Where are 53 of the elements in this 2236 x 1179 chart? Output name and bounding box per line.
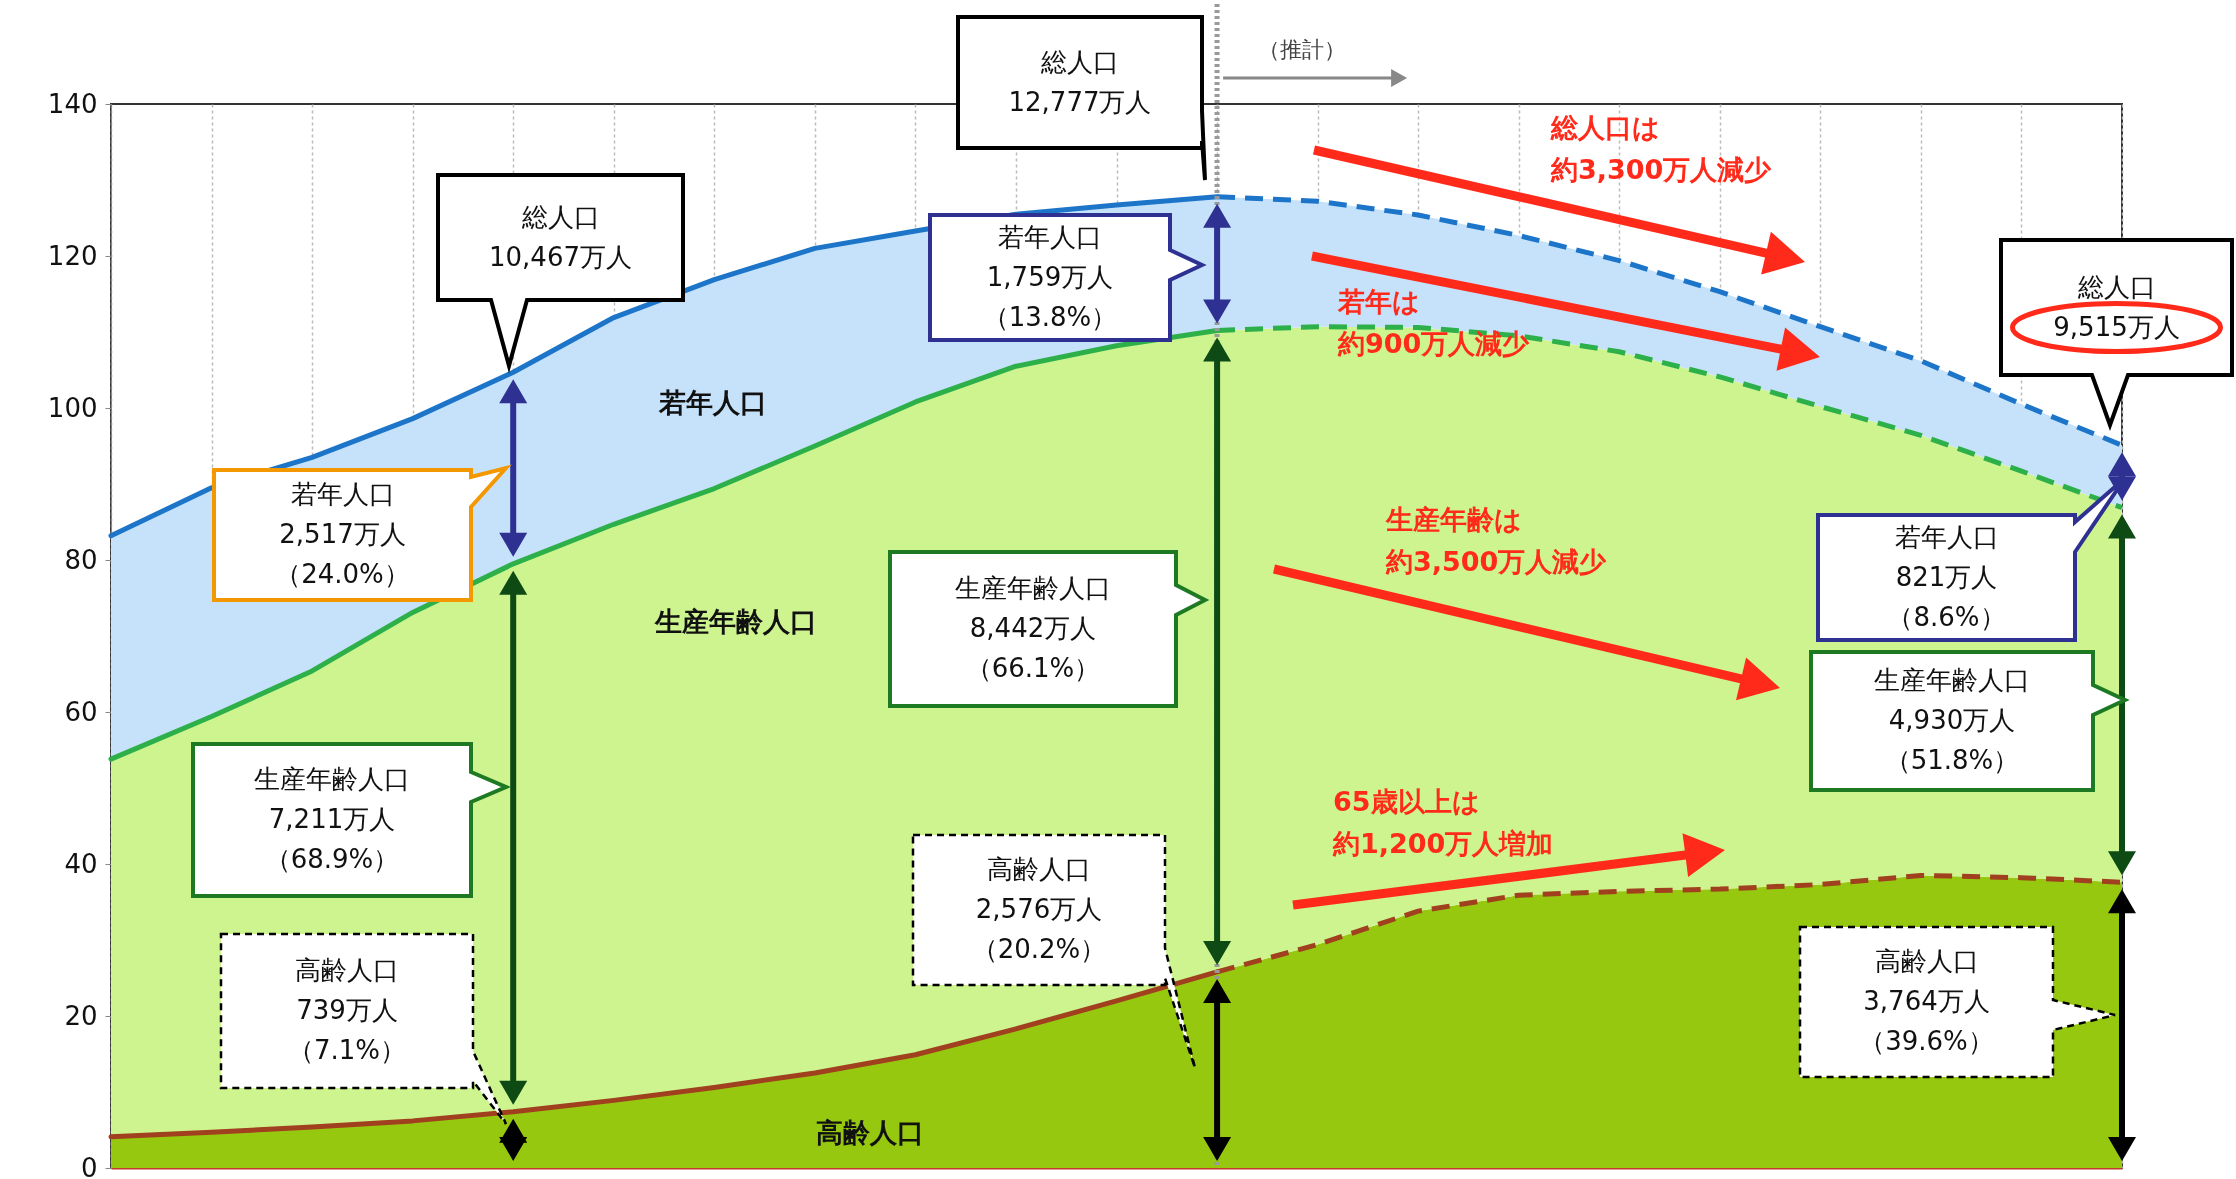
annotation: 821万人 xyxy=(1895,561,1998,592)
annotation: 1,759万人 xyxy=(986,261,1114,292)
annotation: 若年は xyxy=(1337,286,1420,317)
annotation: 3,764万人 xyxy=(1863,986,1990,1016)
annotation: 総人口 xyxy=(520,201,600,232)
y-tick-label: 40 xyxy=(64,848,98,879)
annotation: 生産年齢人口 xyxy=(1874,665,2030,695)
annotation: 若年人口 xyxy=(290,479,395,509)
annotation: 高齢人口 xyxy=(295,955,399,985)
annotation: （7.1%） xyxy=(287,1035,407,1065)
annotation: 7,211万人 xyxy=(268,804,396,834)
y-tick-label: 120 xyxy=(47,240,98,271)
annotation: 12,777万人 xyxy=(1008,86,1152,117)
annotation: （68.9%） xyxy=(264,844,400,874)
y-tick-label: 20 xyxy=(64,1000,98,1031)
series-label: 若年人口 xyxy=(658,387,767,418)
annotation: 2,517万人 xyxy=(279,519,406,549)
annotation: 約900万人減少 xyxy=(1337,328,1531,359)
annotation: 約3,500万人減少 xyxy=(1385,546,1608,577)
annotation: 総人口 xyxy=(2076,271,2156,302)
annotation: 4,930万人 xyxy=(1888,705,2016,735)
annotation: 10,467万人 xyxy=(489,241,632,272)
annotation: 2,576万人 xyxy=(975,894,1103,924)
text: （推計） xyxy=(1258,37,1347,62)
annotation: 高齢人口 xyxy=(987,854,1091,884)
annotation: 生産年齢人口 xyxy=(254,764,410,794)
annotation: 約1,200万人増加 xyxy=(1332,828,1554,859)
y-tick-label: 80 xyxy=(64,544,98,575)
annotation: 739万人 xyxy=(296,995,398,1025)
y-tick-label: 140 xyxy=(47,88,98,119)
annotation: 8,442万人 xyxy=(969,613,1097,643)
annotation: 約3,300万人減少 xyxy=(1550,154,1773,185)
annotation: 9,515万人 xyxy=(2053,311,2180,342)
annotation: （51.8%） xyxy=(1884,745,2020,775)
annotation: （20.2%） xyxy=(971,934,1107,964)
annotation: 高齢人口 xyxy=(1874,946,1979,976)
annotation: （13.8%） xyxy=(982,301,1118,332)
annotation: （39.6%） xyxy=(1859,1026,1994,1056)
annotation: 65歳以上は xyxy=(1333,786,1480,817)
annotation: （66.1%） xyxy=(965,653,1101,683)
series-label: 生産年齢人口 xyxy=(654,606,817,637)
series-label: 高齢人口 xyxy=(816,1117,924,1148)
y-tick-label: 100 xyxy=(47,392,98,423)
annotation: 若年人口 xyxy=(998,221,1102,252)
annotation: （8.6%） xyxy=(1887,601,2006,632)
y-tick-label: 0 xyxy=(80,1152,98,1179)
annotation: 総人口は xyxy=(1550,112,1660,143)
y-tick-label: 60 xyxy=(64,696,98,727)
text: 総人口 xyxy=(1040,46,1119,77)
annotation: （24.0%） xyxy=(275,559,410,589)
annotation: 生産年齢は xyxy=(1385,504,1522,535)
annotation: 若年人口 xyxy=(1894,521,1999,552)
annotation: 生産年齢人口 xyxy=(955,573,1111,603)
